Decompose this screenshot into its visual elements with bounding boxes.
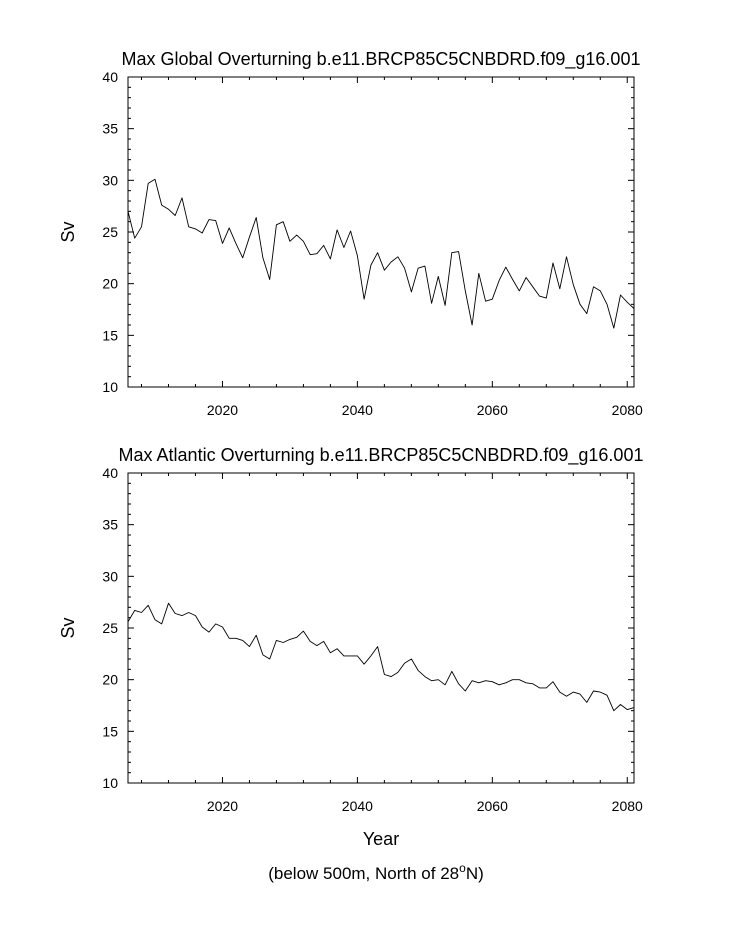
y-axis-label: Sv bbox=[58, 221, 78, 242]
y-tick-label: 40 bbox=[102, 465, 118, 481]
footnote-prefix: (below 500m, North of 28 bbox=[268, 864, 459, 883]
x-tick-label: 2080 bbox=[612, 402, 643, 418]
x-tick-label: 2080 bbox=[612, 798, 643, 814]
x-axis-label: Year bbox=[363, 829, 399, 849]
y-tick-label: 30 bbox=[102, 568, 118, 584]
series-line bbox=[127, 178, 635, 329]
global-overturning-panel: Max Global Overturning b.e11.BRCP85C5CNB… bbox=[58, 49, 643, 418]
x-tick-label: 2020 bbox=[207, 402, 238, 418]
y-tick-label: 10 bbox=[102, 775, 118, 791]
chart-title: Max Atlantic Overturning b.e11.BRCP85C5C… bbox=[119, 445, 644, 466]
y-tick-label: 25 bbox=[102, 620, 118, 636]
series-line bbox=[127, 602, 635, 712]
x-tick-label: 2040 bbox=[342, 402, 373, 418]
y-tick-label: 10 bbox=[102, 379, 118, 395]
y-tick-label: 20 bbox=[102, 672, 118, 688]
footnote-superscript: o bbox=[459, 861, 466, 875]
y-tick-label: 20 bbox=[102, 276, 118, 292]
x-tick-label: 2040 bbox=[342, 798, 373, 814]
footnote-suffix: N) bbox=[466, 864, 484, 883]
y-tick-label: 25 bbox=[102, 224, 118, 240]
chart-title: Max Global Overturning b.e11.BRCP85C5CNB… bbox=[122, 49, 641, 70]
footnote: (below 500m, North of 28oN) bbox=[268, 861, 484, 883]
plot-frame bbox=[127, 76, 635, 388]
y-tick-label: 40 bbox=[102, 69, 118, 85]
x-tick-label: 2060 bbox=[477, 798, 508, 814]
x-tick-label: 2020 bbox=[207, 798, 238, 814]
atlantic-overturning-panel: Max Atlantic Overturning b.e11.BRCP85C5C… bbox=[58, 445, 643, 849]
y-tick-label: 30 bbox=[102, 172, 118, 188]
y-tick-label: 15 bbox=[102, 327, 118, 343]
y-tick-label: 35 bbox=[102, 121, 118, 137]
x-tick-label: 2060 bbox=[477, 402, 508, 418]
y-tick-label: 15 bbox=[102, 723, 118, 739]
y-axis-label: Sv bbox=[58, 617, 78, 638]
y-tick-label: 35 bbox=[102, 517, 118, 533]
